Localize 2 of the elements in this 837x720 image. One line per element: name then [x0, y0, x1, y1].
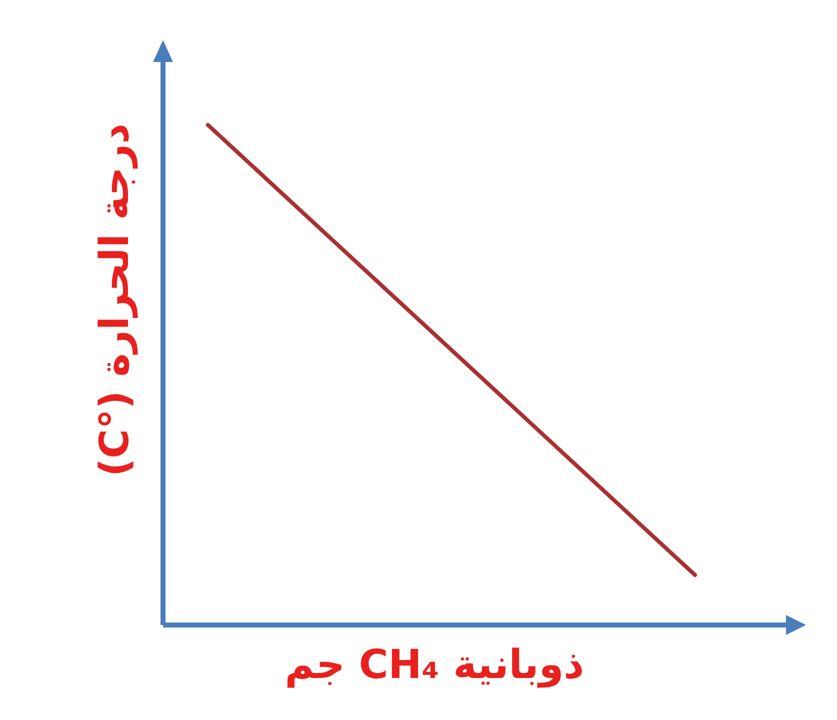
y-axis-title: درجة الحرارة (°C) — [92, 123, 138, 477]
x-axis-title: ذوبانية CH₄ جم — [284, 642, 584, 688]
